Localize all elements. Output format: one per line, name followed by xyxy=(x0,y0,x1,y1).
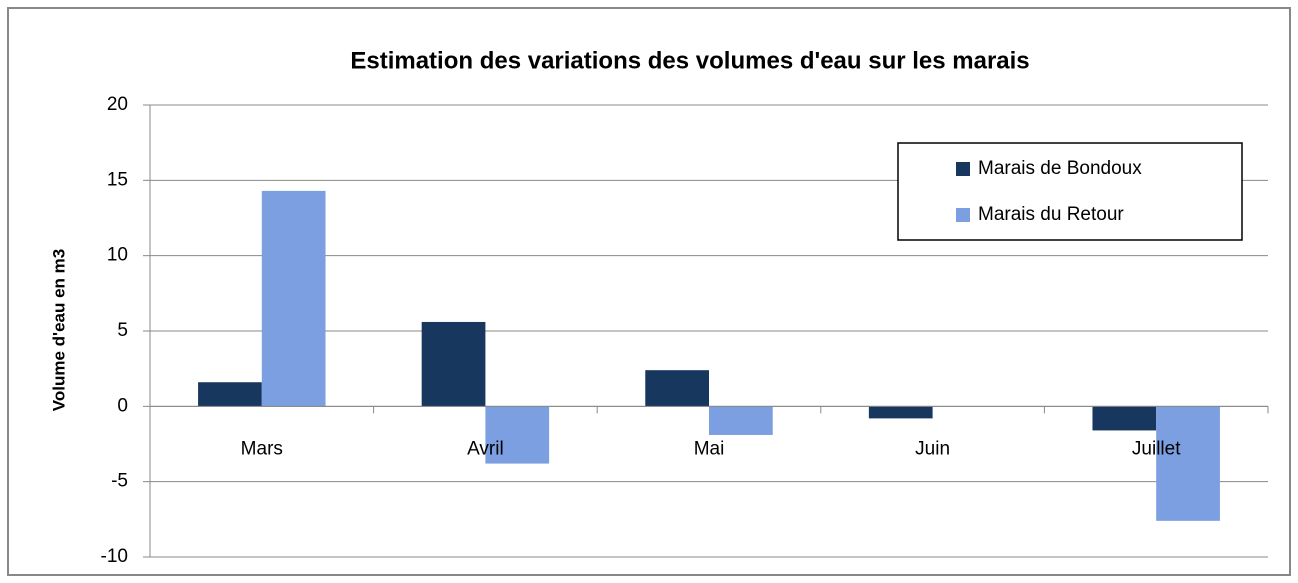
y-tick-label: -10 xyxy=(101,546,128,567)
y-tick-label: 5 xyxy=(117,320,128,341)
bar xyxy=(868,406,933,419)
legend-label: Marais de Bondoux xyxy=(978,158,1142,179)
legend-swatch xyxy=(956,208,970,222)
bar xyxy=(1092,406,1157,431)
y-tick-label: -5 xyxy=(111,471,128,492)
chart-border xyxy=(7,7,1291,576)
bar xyxy=(1156,406,1220,521)
bar xyxy=(485,406,550,464)
x-tick-label: Mai xyxy=(694,438,725,459)
legend-box xyxy=(897,142,1243,241)
x-tick-label: Avril xyxy=(467,438,504,459)
y-tick-label: 20 xyxy=(107,94,128,115)
y-tick-label: 10 xyxy=(107,245,128,266)
x-tick-label: Mars xyxy=(241,438,283,459)
bar xyxy=(421,321,486,407)
legend-label: Marais du Retour xyxy=(978,204,1124,225)
y-tick-label: 15 xyxy=(107,169,128,190)
x-tick-label: Juin xyxy=(915,438,950,459)
y-tick-label: 0 xyxy=(117,395,128,416)
bar xyxy=(198,382,262,407)
bar xyxy=(645,370,709,407)
legend-swatch xyxy=(956,162,970,176)
chart-title: Estimation des variations des volumes d'… xyxy=(350,47,1029,74)
bar xyxy=(261,190,326,407)
bar xyxy=(709,406,773,435)
x-tick-label: Juillet xyxy=(1132,438,1181,459)
y-axis-label: Volume d'eau en m3 xyxy=(49,249,68,411)
